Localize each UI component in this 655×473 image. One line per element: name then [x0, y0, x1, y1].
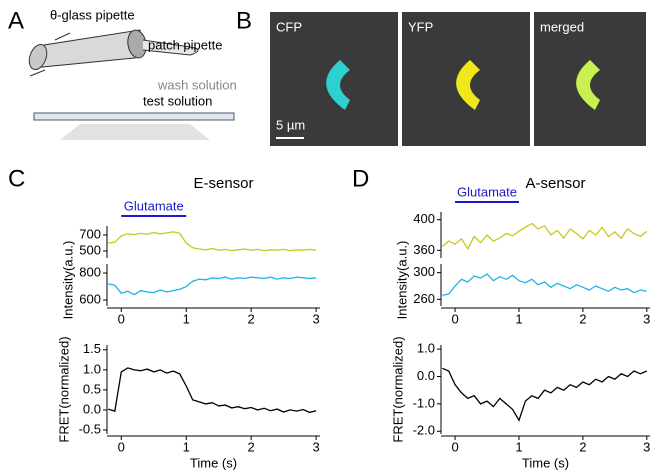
y-tick-label: 700: [79, 226, 101, 241]
pipette-diagram: [28, 29, 235, 140]
y-tick-label: 1.0: [417, 341, 435, 356]
y-tick-label: 0.5: [83, 381, 101, 396]
y-tick-label: 260: [413, 291, 435, 306]
x-axis-label: Time (s): [190, 455, 237, 470]
trace: [442, 273, 647, 296]
microscopy-images: [270, 12, 646, 146]
scale-label: 5 µm: [276, 117, 305, 132]
x-tick-label: 3: [312, 311, 319, 326]
y-tick-label: -0.5: [79, 421, 101, 436]
diagram-label: patch pipette: [148, 37, 222, 52]
x-axis-label: Time (s): [522, 455, 569, 470]
panel-label: C: [8, 165, 25, 192]
y-axis-label: Intensity(a.u.): [394, 241, 409, 320]
y-tick-label: 800: [79, 264, 101, 279]
x-tick-label: 0: [451, 311, 458, 326]
chart-title: A-sensor: [525, 175, 585, 192]
x-tick-label: 1: [183, 439, 190, 454]
image-label: YFP: [408, 19, 433, 34]
y-tick-label: 0.0: [417, 368, 435, 383]
x-tick-label: 0: [118, 439, 125, 454]
x-tick-label: 2: [579, 439, 586, 454]
x-tick-label: 2: [248, 439, 255, 454]
x-tick-label: 3: [643, 439, 650, 454]
diagram-label: test solution: [143, 93, 212, 108]
x-tick-label: 1: [183, 311, 190, 326]
trace: [441, 222, 648, 251]
panel-label: B: [236, 7, 252, 34]
panel-label: D: [352, 165, 369, 192]
y-tick-label: 0.0: [83, 401, 101, 416]
x-tick-label: 3: [312, 439, 319, 454]
x-tick-label: 2: [248, 311, 255, 326]
y-tick-label: 600: [79, 291, 101, 306]
x-tick-label: 1: [515, 439, 522, 454]
chart-title: E-sensor: [193, 175, 253, 192]
trace: [442, 367, 648, 422]
x-tick-label: 1: [515, 311, 522, 326]
trace: [108, 276, 317, 296]
panel-label: A: [8, 7, 24, 34]
trace: [108, 231, 317, 252]
y-tick-label: -2.0: [413, 423, 435, 438]
x-tick-label: 0: [118, 311, 125, 326]
y-tick-label: 1.5: [83, 341, 101, 356]
y-tick-label: -1.0: [413, 395, 435, 410]
y-tick-label: 400: [413, 211, 435, 226]
image-label: merged: [540, 19, 584, 34]
y-axis-label: Intensity(a.u.): [60, 241, 75, 320]
x-tick-label: 2: [579, 311, 586, 326]
image-label: CFP: [276, 19, 302, 34]
y-axis-label: FRET(normalized): [56, 336, 71, 442]
x-tick-label: 3: [643, 311, 650, 326]
diagram-label: wash solution: [157, 77, 237, 92]
diagram-label: θ-glass pipette: [50, 7, 135, 22]
y-tick-label: 300: [413, 264, 435, 279]
y-axis-label: FRET(normalized): [390, 336, 405, 442]
trace: [108, 367, 317, 414]
y-tick-label: 500: [79, 242, 101, 257]
y-tick-label: 1.0: [83, 361, 101, 376]
y-tick-label: 360: [413, 242, 435, 257]
stimulus-label: Glutamate: [124, 198, 184, 213]
stimulus-label: Glutamate: [457, 184, 517, 199]
x-tick-label: 0: [451, 439, 458, 454]
